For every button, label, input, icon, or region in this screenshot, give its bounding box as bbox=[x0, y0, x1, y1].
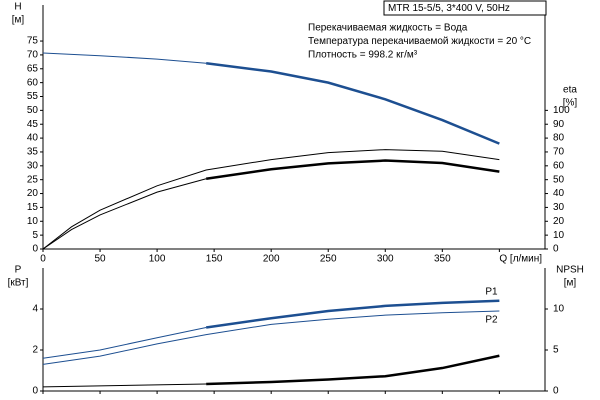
y-tick-label: 70 bbox=[27, 50, 39, 61]
y-tick-label: 30 bbox=[27, 160, 39, 171]
chart-title: MTR 15-5/5, 3*400 V, 50Hz bbox=[388, 3, 510, 14]
y-axis-label: H bbox=[14, 2, 21, 13]
y2-axis-label: NPSH bbox=[556, 265, 584, 276]
y-tick-label: 0 bbox=[32, 244, 38, 255]
x-tick-label: 350 bbox=[434, 254, 451, 265]
y2-tick-label: 100 bbox=[553, 105, 570, 116]
x-tick-label: 100 bbox=[149, 254, 166, 265]
y2-tick-label: 5 bbox=[553, 345, 559, 356]
annotation: Плотность = 998.2 кг/м³ bbox=[308, 50, 418, 61]
y-tick-label: 75 bbox=[27, 36, 39, 47]
y2-tick-label: 30 bbox=[553, 202, 565, 213]
x-tick-label: 300 bbox=[377, 254, 394, 265]
y-tick-label: 25 bbox=[27, 174, 39, 185]
curve-label: P2 bbox=[485, 315, 498, 326]
y2-tick-label: 80 bbox=[553, 133, 565, 144]
curve bbox=[42, 326, 207, 359]
annotation: Температура перекачиваемой жидкости = 20… bbox=[308, 36, 531, 47]
y-axis-label: P bbox=[15, 265, 22, 276]
curve bbox=[42, 178, 207, 250]
x-tick-label: 150 bbox=[206, 254, 223, 265]
y2-tick-label: 50 bbox=[553, 174, 565, 185]
x-tick-label: 250 bbox=[320, 254, 337, 265]
y-tick-label: 55 bbox=[27, 91, 39, 102]
curve bbox=[205, 299, 500, 329]
y-tick-label: 2 bbox=[32, 345, 38, 356]
y-tick-label: 35 bbox=[27, 147, 39, 158]
annotation: Перекачиваемая жидкость = Вода bbox=[308, 23, 468, 34]
y-tick-label: 4 bbox=[32, 304, 38, 315]
y-tick-label: 65 bbox=[27, 63, 39, 74]
y-tick-label: 20 bbox=[27, 188, 39, 199]
y2-tick-label: 90 bbox=[553, 119, 565, 130]
y2-tick-label: 10 bbox=[553, 230, 565, 241]
y-tick-label: 40 bbox=[27, 133, 39, 144]
curve-label: P1 bbox=[485, 286, 498, 297]
y2-axis-unit: [%] bbox=[563, 98, 578, 109]
y2-axis-unit: [м] bbox=[564, 278, 577, 289]
y-axis-unit: [кВт] bbox=[8, 278, 29, 289]
y2-tick-label: 60 bbox=[553, 160, 565, 171]
curve bbox=[42, 52, 207, 64]
y2-tick-label: 0 bbox=[553, 386, 559, 397]
curve bbox=[205, 61, 500, 145]
y-tick-label: 45 bbox=[27, 119, 39, 130]
y2-tick-label: 20 bbox=[553, 216, 565, 227]
title-box bbox=[383, 0, 547, 16]
y2-tick-label: 40 bbox=[553, 188, 565, 199]
curve bbox=[206, 354, 500, 386]
x-tick-label: Q [л/мин] bbox=[499, 254, 542, 265]
curve bbox=[42, 383, 207, 388]
y2-tick-label: 0 bbox=[553, 244, 559, 255]
curve bbox=[42, 310, 500, 365]
curve bbox=[42, 149, 500, 250]
y-tick-label: 60 bbox=[27, 77, 39, 88]
y-tick-label: 5 bbox=[32, 230, 38, 241]
curve bbox=[205, 159, 500, 180]
y-tick-label: 0 bbox=[32, 386, 38, 397]
x-tick-label: 200 bbox=[263, 254, 280, 265]
y2-tick-label: 10 bbox=[553, 304, 565, 315]
x-tick-label: 0 bbox=[40, 254, 46, 265]
y-tick-label: 10 bbox=[27, 216, 39, 227]
y-tick-label: 50 bbox=[27, 105, 39, 116]
y-axis-unit: [м] bbox=[12, 15, 25, 26]
y2-axis-label: eta bbox=[563, 85, 577, 96]
x-tick-label: 50 bbox=[94, 254, 106, 265]
y-tick-label: 15 bbox=[27, 202, 39, 213]
y2-tick-label: 70 bbox=[553, 147, 565, 158]
